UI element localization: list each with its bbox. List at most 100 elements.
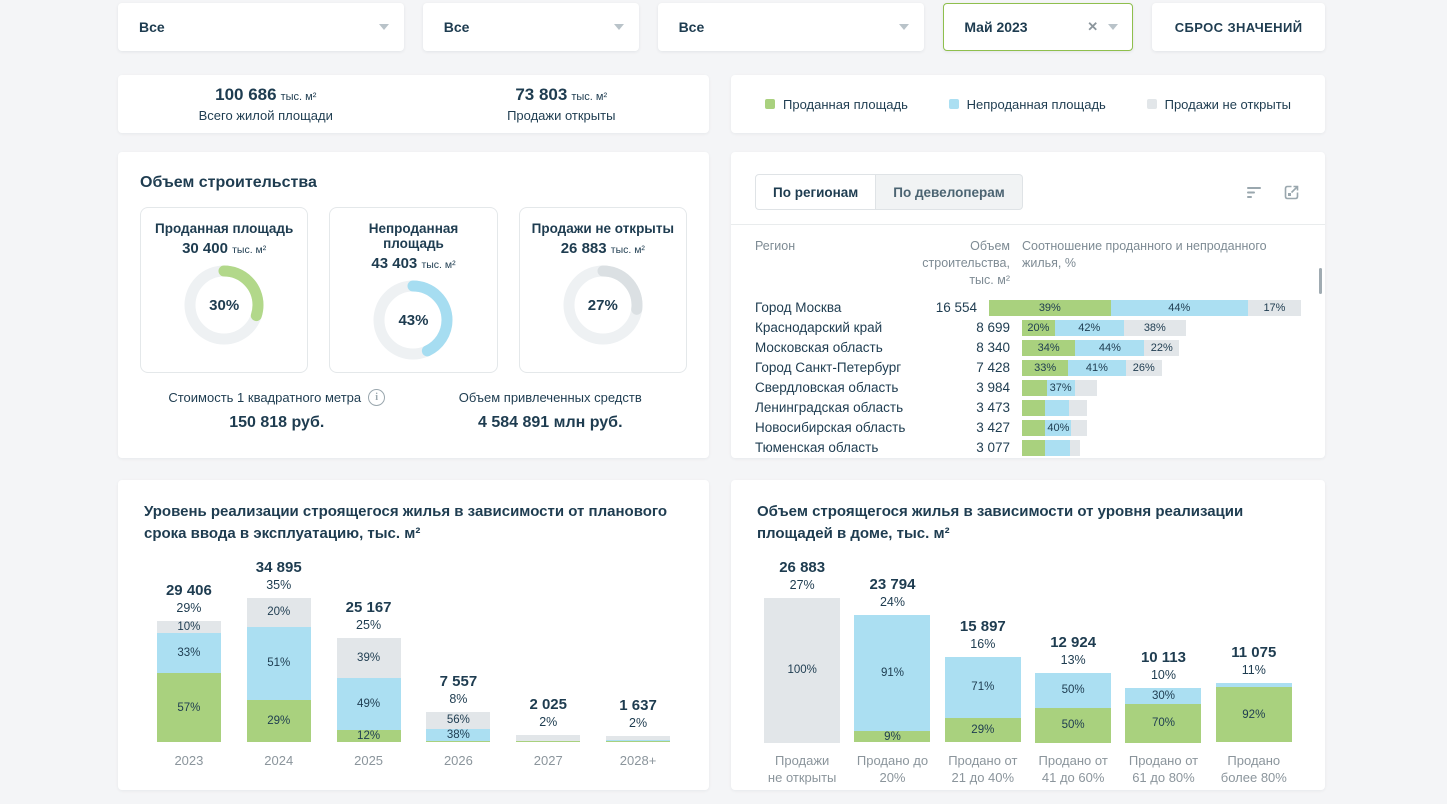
chart-column: 10 11310%30%70%Продано от61 до 80%: [1118, 555, 1208, 787]
region-ratio-bar: 37%: [1022, 380, 1097, 396]
x-axis-label-line: 20%: [879, 770, 905, 785]
filter-select[interactable]: Все: [658, 3, 925, 51]
stat-value: 73 803тыс. м²: [414, 85, 710, 105]
legend-label: Непроданная площадь: [967, 97, 1106, 112]
stat-value: 100 686тыс. м²: [118, 85, 414, 105]
x-axis-label: 2027: [534, 752, 563, 770]
bar-labels: 11 07511%: [1231, 644, 1276, 677]
sales-level-chart-card: Объем строящегося жилья в зависимости от…: [731, 480, 1325, 790]
stack-segment-sold: 57%: [157, 673, 221, 743]
reset-filters-button[interactable]: СБРОС ЗНАЧЕНИЙ: [1152, 3, 1325, 51]
bar-segment-unsold: 40%: [1045, 420, 1071, 436]
donut-unit: тыс. м²: [611, 244, 645, 256]
table-row[interactable]: Город Москва16 55439%44%17%: [755, 298, 1301, 318]
bar-stack: 71%29%: [945, 657, 1021, 743]
region-volume: 3 984: [920, 380, 1010, 395]
chart-title: Уровень реализации строящегося жилья в з…: [144, 501, 683, 545]
donut-title: Продажи не открыты: [528, 221, 678, 236]
x-axis-label-line: Продано от: [948, 753, 1017, 768]
chart-column: 7 5578%56%38%2026: [413, 555, 503, 770]
stack-segment-unsold: 33%: [157, 633, 221, 673]
donut-group: Проданная площадь30 400 тыс. м²30%Непрод…: [140, 207, 687, 373]
legend-card: Проданная площадьНепроданная площадьПрод…: [731, 75, 1325, 133]
chevron-down-icon: [899, 24, 909, 30]
stack-segment-sold: [426, 741, 490, 743]
table-row[interactable]: Краснодарский край8 69920%42%38%: [755, 318, 1301, 338]
stack-segment-sold: [606, 741, 670, 742]
scrollbar-thumb[interactable]: [1319, 268, 1322, 294]
table-row[interactable]: Новосибирская область3 42740%: [755, 418, 1301, 438]
bar-total-share: 35%: [256, 578, 302, 592]
x-axis-label: Проданоболее 80%: [1221, 752, 1287, 787]
filter-value: Все: [444, 19, 604, 35]
table-row[interactable]: Город Санкт-Петербург7 42833%41%26%: [755, 358, 1301, 378]
bar-stack: 100%: [764, 598, 840, 743]
bar-segment-unsold: 44%: [1111, 300, 1248, 316]
region-bar-cell: 33%41%26%: [1010, 360, 1301, 376]
sort-icon[interactable]: [1246, 184, 1264, 200]
chart-column-bars: 34 89535%20%51%29%: [234, 555, 324, 743]
donut-chart: 27%: [561, 263, 645, 347]
table-row[interactable]: Московская область8 34034%44%22%: [755, 338, 1301, 358]
info-icon[interactable]: i: [368, 389, 385, 406]
metric-block: Объем привлеченных средств4 584 891 млн …: [414, 389, 688, 432]
tab-by-developers[interactable]: По девелоперам: [876, 174, 1022, 210]
tab-by-regions[interactable]: По регионам: [755, 174, 876, 210]
donut-unit: тыс. м²: [232, 244, 266, 256]
bar-segment-not_open: [1071, 420, 1087, 436]
expand-icon[interactable]: [1282, 183, 1301, 202]
bar-stack: 92%: [1216, 683, 1292, 743]
region-name: Свердловская область: [755, 380, 920, 395]
filter-select[interactable]: Все: [423, 3, 639, 51]
clear-filter-icon[interactable]: ✕: [1087, 19, 1098, 35]
stack-segment-sold: 70%: [1125, 704, 1201, 743]
bar-stack: 10%33%57%: [157, 621, 221, 743]
bar-total-share: 27%: [779, 578, 825, 592]
stacked-bar-chart-sales-level: 26 883 27% 100% Продажине открыты 23 79424% 9…: [757, 555, 1299, 787]
bar-total-value: 11 075: [1231, 644, 1276, 661]
region-bar-cell: 39%44%17%: [977, 300, 1301, 316]
bar-segment-sold: [1022, 440, 1045, 456]
table-row[interactable]: Тюменская область3 077: [755, 438, 1301, 458]
bar-labels: 23 79424%: [870, 576, 916, 609]
legend-swatch: [765, 99, 775, 109]
table-row[interactable]: Свердловская область3 984 37%: [755, 378, 1301, 398]
bar-total-value: 26 883: [779, 559, 825, 576]
bar-total-share: 8%: [440, 692, 478, 706]
x-axis-label: Продажине открыты: [768, 752, 836, 787]
filter-select[interactable]: Все: [118, 3, 404, 51]
region-name: Город Санкт-Петербург: [755, 360, 920, 375]
chart-column: 12 92413%50%50%Продано от41 до 60%: [1028, 555, 1118, 787]
stack-segment-sold: 9%: [854, 731, 930, 743]
donut-chart: 30%: [182, 263, 266, 347]
donut-percent-label: 43%: [371, 278, 455, 362]
bar-total-share: 10%: [1141, 668, 1186, 682]
stack-segment-sold: 12%: [337, 730, 401, 743]
region-volume: 8 340: [920, 340, 1010, 355]
bar-segment-sold: 34%: [1022, 340, 1075, 356]
bar-total-value: 1 637: [619, 697, 657, 714]
stat-label: Всего жилой площади: [118, 108, 414, 123]
x-axis-label: Продано от41 до 60%: [1039, 752, 1108, 787]
donut-percent-label: 30%: [182, 263, 266, 347]
x-axis-label: 2024: [264, 752, 293, 770]
region-name: Московская область: [755, 340, 920, 355]
bar-total-value: 34 895: [256, 559, 302, 576]
bar-total-share: 2%: [529, 715, 567, 729]
x-axis-label: 2023: [174, 752, 203, 770]
table-row[interactable]: Ленинградская область3 473: [755, 398, 1301, 418]
x-axis-label-line: не открыты: [768, 770, 836, 785]
col-header-volume: Объем строительства, тыс. м²: [920, 238, 1010, 289]
stack-segment-unsold: 30%: [1125, 688, 1201, 705]
filter-select[interactable]: Май 2023✕: [943, 3, 1133, 51]
x-axis-label-line: более 80%: [1221, 770, 1287, 785]
chevron-down-icon: [379, 24, 389, 30]
bar-total-value: 12 924: [1050, 634, 1096, 651]
stack-segment-not_open: 10%: [157, 621, 221, 633]
chart-column-bars: 25 16725%39%49%12%: [324, 555, 414, 743]
chart-title: Объем строящегося жилья в зависимости от…: [757, 501, 1299, 545]
donut-value: 30 400 тыс. м²: [149, 240, 299, 257]
bar-total-share: 13%: [1050, 653, 1096, 667]
bar-labels: 15 89716%: [960, 618, 1006, 651]
bar-segment-sold: [1022, 420, 1045, 436]
